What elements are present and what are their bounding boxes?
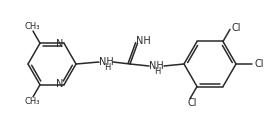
Text: N: N xyxy=(56,79,64,89)
Text: NH: NH xyxy=(136,36,151,46)
Text: NH: NH xyxy=(99,57,113,67)
Text: H: H xyxy=(104,62,110,72)
Text: CH₃: CH₃ xyxy=(24,22,40,31)
Text: N: N xyxy=(56,39,64,49)
Text: H: H xyxy=(154,67,160,76)
Text: NH: NH xyxy=(149,61,163,71)
Text: CH₃: CH₃ xyxy=(24,97,40,106)
Text: Cl: Cl xyxy=(231,23,241,33)
Text: Cl: Cl xyxy=(187,98,197,108)
Text: Cl: Cl xyxy=(254,59,264,69)
